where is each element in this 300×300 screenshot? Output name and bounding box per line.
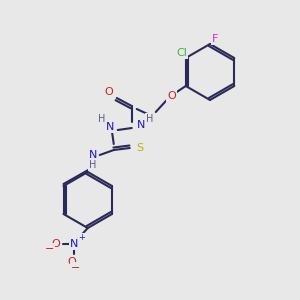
Text: S: S [136, 143, 143, 153]
Text: N: N [136, 120, 145, 130]
Text: O: O [68, 257, 76, 267]
Text: Cl: Cl [176, 48, 187, 58]
Text: −: − [45, 244, 54, 254]
Text: H: H [89, 160, 96, 170]
Text: H: H [98, 114, 105, 124]
Text: H: H [146, 114, 153, 124]
Text: N: N [88, 150, 97, 160]
Text: O: O [51, 239, 60, 249]
Text: O: O [167, 91, 176, 101]
Text: +: + [78, 233, 85, 242]
Text: −: − [71, 263, 80, 273]
Text: N: N [70, 239, 78, 249]
Text: F: F [212, 34, 218, 44]
Text: O: O [104, 87, 113, 97]
Text: N: N [106, 122, 114, 132]
